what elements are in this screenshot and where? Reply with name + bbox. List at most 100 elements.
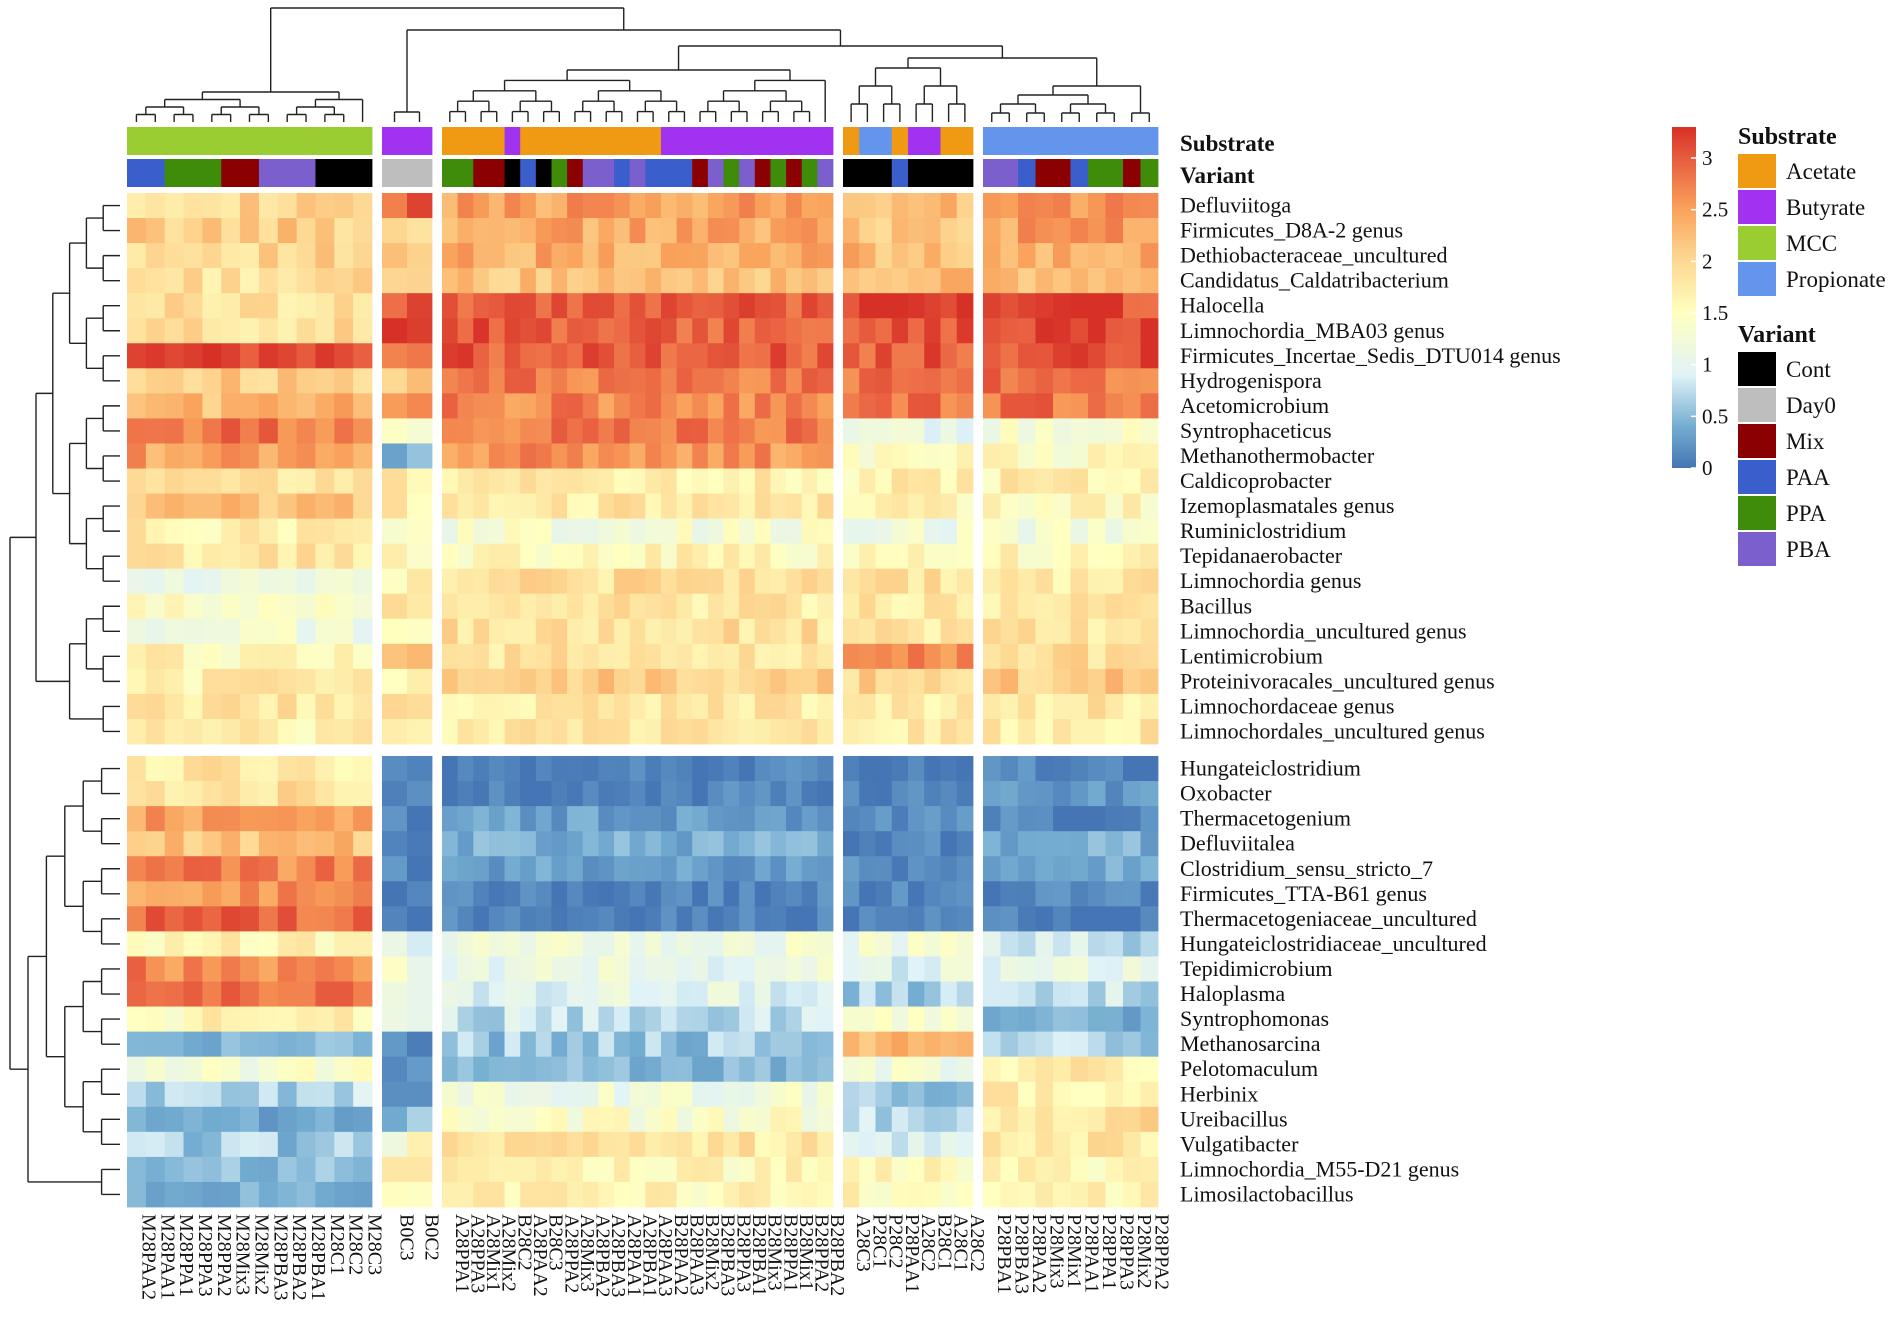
- heat-cell: [582, 343, 599, 369]
- heat-cell: [535, 468, 552, 494]
- heat-cell: [908, 668, 925, 695]
- heat-cell: [1070, 693, 1089, 720]
- heat-cell: [859, 268, 876, 294]
- heat-cell: [1053, 193, 1071, 219]
- substrate-cell-B28C3: [535, 127, 552, 155]
- heat-cell: [614, 543, 631, 570]
- heat-cell: [739, 1106, 756, 1133]
- heat-cell: [382, 1106, 408, 1133]
- heat-cell: [1000, 981, 1019, 1007]
- heat-cell: [315, 218, 335, 244]
- substrate-cell-M28PBA3: [258, 127, 279, 155]
- heat-cell: [1088, 343, 1106, 369]
- heat-cell: [770, 243, 787, 269]
- column-label: P28C2: [885, 1214, 907, 1268]
- heat-cell: [614, 718, 631, 745]
- heat-cell: [1088, 618, 1106, 645]
- heat-cell: [240, 1006, 260, 1033]
- heat-cell: [567, 1156, 584, 1183]
- heat-cell: [1053, 318, 1071, 344]
- heat-cell: [629, 568, 646, 595]
- heat-cell: [908, 693, 925, 720]
- heat-cell: [488, 268, 505, 294]
- heat-cell: [1088, 293, 1106, 319]
- heat-cell: [1070, 468, 1089, 494]
- heat-cell: [1123, 268, 1141, 294]
- heat-cell: [1140, 806, 1159, 832]
- heat-cell: [817, 318, 834, 344]
- heat-cell: [145, 468, 166, 494]
- heat-cell: [940, 193, 958, 219]
- heat-cell: [956, 243, 974, 269]
- heat-cell: [1105, 243, 1124, 269]
- heat-cell: [1035, 756, 1054, 782]
- heat-cell: [488, 1131, 505, 1158]
- heat-cell: [908, 856, 925, 882]
- row-label: Thermacetogenium: [1180, 806, 1351, 831]
- heat-cell: [258, 193, 279, 219]
- heat-cell: [457, 1006, 474, 1033]
- legend-swatch-variant-pba: [1738, 532, 1776, 566]
- heat-cell: [145, 906, 166, 932]
- heat-cell: [707, 668, 724, 695]
- heat-cell: [754, 1006, 771, 1033]
- heat-cell: [277, 1056, 298, 1083]
- heat-cell: [183, 1056, 203, 1083]
- heat-cell: [754, 643, 771, 670]
- heat-cell: [221, 956, 241, 982]
- heat-cell: [1018, 593, 1036, 620]
- heat-cell: [315, 1081, 335, 1108]
- heat-cell: [739, 693, 756, 720]
- heat-cell: [614, 1006, 631, 1033]
- heat-cell: [983, 493, 1001, 519]
- heat-cell: [473, 193, 490, 219]
- heat-cell: [660, 981, 677, 1007]
- heat-cell: [382, 368, 408, 394]
- heat-cell: [786, 1156, 803, 1183]
- heat-cell: [660, 931, 677, 957]
- variant-cell-B28PAA2: [660, 159, 677, 187]
- heat-cell: [723, 393, 740, 419]
- heat-cell: [723, 418, 740, 444]
- heat-cell: [582, 1056, 599, 1083]
- heat-cell: [164, 981, 184, 1007]
- heat-cell: [1105, 568, 1124, 595]
- heat-cell: [1105, 468, 1124, 494]
- heat-cell: [221, 193, 241, 219]
- heat-cell: [739, 781, 756, 807]
- heat-cell: [891, 931, 909, 957]
- heat-cell: [258, 368, 279, 394]
- heat-cell: [315, 906, 335, 932]
- heat-cell: [202, 543, 222, 570]
- heat-cell: [1035, 906, 1054, 932]
- heat-cell: [202, 318, 222, 344]
- heat-cell: [567, 831, 584, 857]
- heat-cell: [614, 1106, 631, 1133]
- heat-cell: [723, 668, 740, 695]
- variant-cell-B28PAA3: [676, 159, 693, 187]
- heat-cell: [1123, 668, 1141, 695]
- heat-cell: [1035, 493, 1054, 519]
- heat-cell: [924, 931, 941, 957]
- heat-cell: [1105, 881, 1124, 907]
- heat-cell: [891, 1081, 909, 1108]
- heat-cell: [692, 193, 709, 219]
- variant-cell-A28C2: [956, 159, 974, 187]
- heat-cell: [127, 543, 147, 570]
- heat-cell: [164, 318, 184, 344]
- heat-cell: [582, 443, 599, 469]
- heat-cell: [739, 981, 756, 1007]
- heat-cell: [908, 268, 925, 294]
- substrate-cell-B28C1: [924, 127, 941, 155]
- heat-cell: [629, 831, 646, 857]
- heat-cell: [723, 268, 740, 294]
- heat-cell: [676, 781, 693, 807]
- heat-cell: [1018, 981, 1036, 1007]
- heat-cell: [692, 568, 709, 595]
- column-label: M28PPA1: [175, 1214, 197, 1297]
- row-label: Defluviitoga: [1180, 193, 1291, 218]
- heat-cell: [786, 1081, 803, 1108]
- heat-cell: [315, 931, 335, 957]
- heat-cell: [1123, 1056, 1141, 1083]
- column-label: P28PAA1: [1080, 1214, 1102, 1293]
